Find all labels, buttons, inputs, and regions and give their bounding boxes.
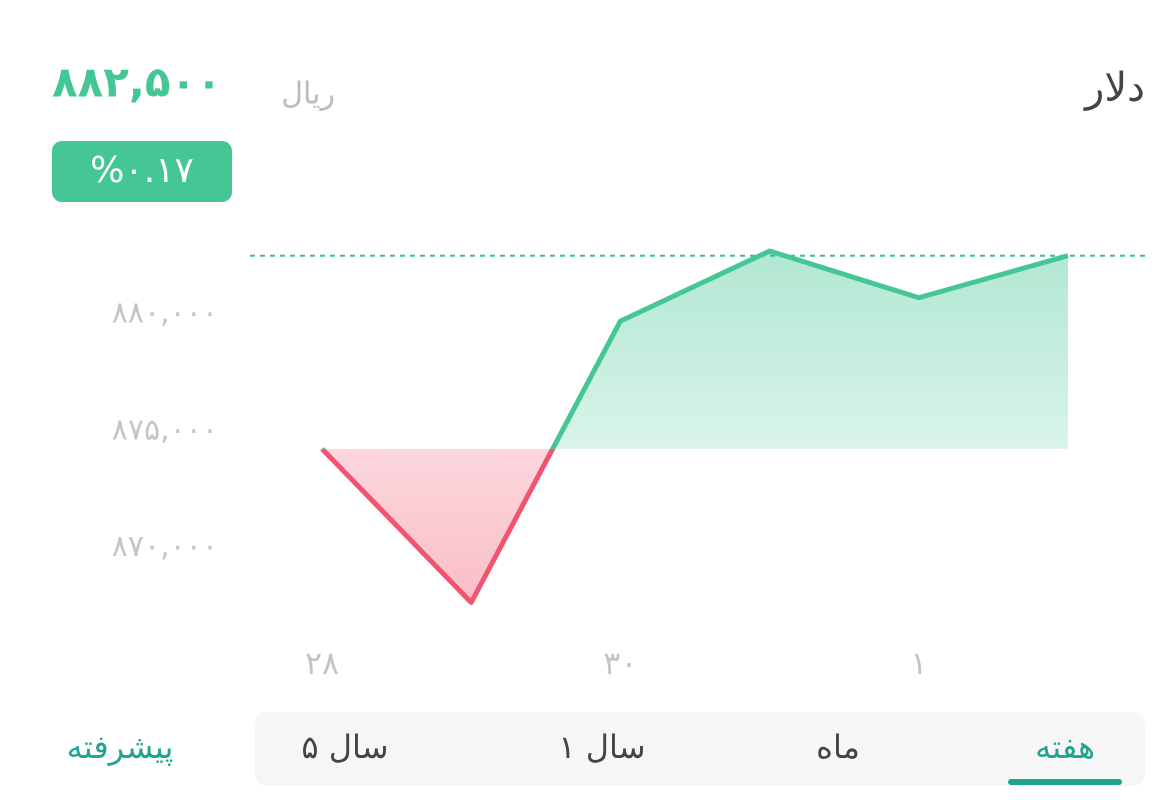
asset-title: دلار bbox=[1083, 65, 1145, 111]
area-down bbox=[322, 448, 553, 603]
tab[interactable]: هفته bbox=[1035, 728, 1095, 766]
tab[interactable]: ۵ سال bbox=[301, 728, 388, 766]
price-unit: ریال bbox=[281, 77, 335, 112]
tabs: هفته ماه ۱ سال ۵ سال bbox=[301, 728, 1122, 785]
price: ۸۸۲,۵۰۰ bbox=[52, 58, 222, 107]
change-badge bbox=[52, 141, 232, 202]
tab-underline bbox=[1008, 779, 1122, 785]
tab-bar bbox=[255, 712, 1145, 786]
tab[interactable]: ماه bbox=[816, 728, 860, 766]
y-tick-label: ۸۷۵,۰۰۰ bbox=[112, 412, 218, 447]
y-tick-label: ۸۷۰,۰۰۰ bbox=[112, 529, 218, 564]
tab[interactable]: ۱ سال bbox=[558, 728, 645, 766]
area-up bbox=[322, 251, 1068, 449]
x-tick-label: ۲۸ bbox=[305, 644, 339, 682]
y-tick-label: ۸۸۰,۰۰۰ bbox=[112, 296, 218, 331]
line-down bbox=[320, 448, 556, 605]
change-label: %۰.۱۷ bbox=[90, 150, 194, 191]
x-tick-label: ۳۰ bbox=[603, 644, 637, 682]
line-up bbox=[321, 248, 1069, 449]
advanced-button[interactable]: پیشرفته bbox=[67, 728, 174, 766]
x-tick-label: ۱ bbox=[910, 644, 927, 682]
